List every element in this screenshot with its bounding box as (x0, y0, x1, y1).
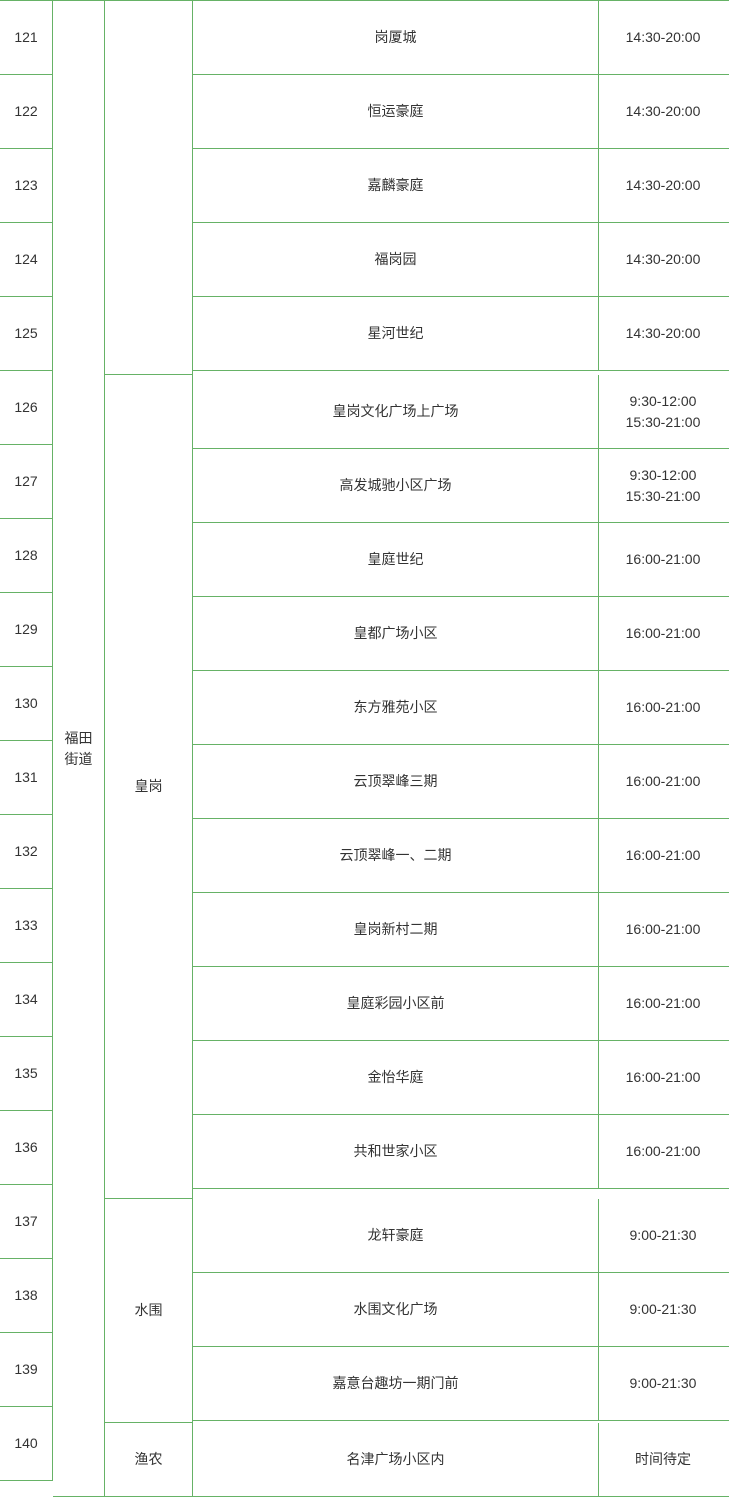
table-row: 云顶翠峰三期 16:00-21:00 (193, 745, 729, 819)
time-cell: 14:30-20:00 (599, 1, 727, 74)
row-num: 130 (0, 667, 53, 741)
row-num: 131 (0, 741, 53, 815)
table-row: 皇岗新村二期 16:00-21:00 (193, 893, 729, 967)
location-cell: 嘉意台趣坊一期门前 (193, 1347, 599, 1420)
time-line: 9:30-12:00 (630, 391, 697, 412)
row-num: 133 (0, 889, 53, 963)
table-row: 云顶翠峰一、二期 16:00-21:00 (193, 819, 729, 893)
row-num: 127 (0, 445, 53, 519)
row-num: 135 (0, 1037, 53, 1111)
area-cell (105, 1, 193, 375)
district-cell: 福田 街道 (53, 1, 105, 1497)
location-cell: 皇岗文化广场上广场 (193, 375, 599, 448)
location-cell: 云顶翠峰一、二期 (193, 819, 599, 892)
time-cell: 16:00-21:00 (599, 967, 727, 1040)
location-cell: 共和世家小区 (193, 1115, 599, 1188)
location-cell: 岗厦城 (193, 1, 599, 74)
table-row: 恒运豪庭 14:30-20:00 (193, 75, 729, 149)
time-cell: 16:00-21:00 (599, 745, 727, 818)
location-cell: 皇都广场小区 (193, 597, 599, 670)
row-num: 136 (0, 1111, 53, 1185)
location-cell: 皇庭彩园小区前 (193, 967, 599, 1040)
location-cell: 东方雅苑小区 (193, 671, 599, 744)
area-group: 岗厦城 14:30-20:00 恒运豪庭 14:30-20:00 嘉麟豪庭 14… (105, 1, 729, 375)
row-num: 129 (0, 593, 53, 667)
time-cell: 16:00-21:00 (599, 523, 727, 596)
row-num: 124 (0, 223, 53, 297)
time-cell: 9:00-21:30 (599, 1199, 727, 1272)
time-cell: 16:00-21:00 (599, 893, 727, 966)
time-line: 9:30-12:00 (630, 465, 697, 486)
location-cell: 皇庭世纪 (193, 523, 599, 596)
table-row: 福岗园 14:30-20:00 (193, 223, 729, 297)
location-cell: 云顶翠峰三期 (193, 745, 599, 818)
time-cell: 时间待定 (599, 1423, 727, 1496)
time-cell: 16:00-21:00 (599, 597, 727, 670)
time-cell: 14:30-20:00 (599, 223, 727, 296)
location-cell: 皇岗新村二期 (193, 893, 599, 966)
row-num: 138 (0, 1259, 53, 1333)
schedule-table: 121 122 123 124 125 126 127 128 129 130 … (0, 0, 729, 1497)
row-num: 123 (0, 149, 53, 223)
row-num: 126 (0, 371, 53, 445)
row-num: 132 (0, 815, 53, 889)
table-row: 高发城驰小区广场 9:30-12:0015:30-21:00 (193, 449, 729, 523)
time-cell: 14:30-20:00 (599, 75, 727, 148)
time-cell: 9:00-21:30 (599, 1273, 727, 1346)
row-num: 134 (0, 963, 53, 1037)
table-row: 龙轩豪庭 9:00-21:30 (193, 1199, 729, 1273)
table-row: 嘉意台趣坊一期门前 9:00-21:30 (193, 1347, 729, 1421)
location-cell: 水围文化广场 (193, 1273, 599, 1346)
num-column: 121 122 123 124 125 126 127 128 129 130 … (0, 1, 53, 1497)
row-num: 122 (0, 75, 53, 149)
location-cell: 星河世纪 (193, 297, 599, 370)
table-row: 皇庭彩园小区前 16:00-21:00 (193, 967, 729, 1041)
table-row: 皇都广场小区 16:00-21:00 (193, 597, 729, 671)
table-row: 岗厦城 14:30-20:00 (193, 1, 729, 75)
area-group: 渔农 名津广场小区内 时间待定 (105, 1423, 729, 1497)
location-cell: 名津广场小区内 (193, 1423, 599, 1496)
time-cell: 9:30-12:0015:30-21:00 (599, 375, 727, 448)
district-label: 街道 (65, 749, 93, 770)
row-num: 121 (0, 1, 53, 75)
table-row: 星河世纪 14:30-20:00 (193, 297, 729, 371)
time-line: 15:30-21:00 (626, 412, 701, 433)
row-num: 139 (0, 1333, 53, 1407)
table-row: 皇岗文化广场上广场 9:30-12:0015:30-21:00 (193, 375, 729, 449)
district-label: 福田 (65, 728, 93, 749)
area-cell: 水围 (105, 1199, 193, 1423)
time-cell: 14:30-20:00 (599, 297, 727, 370)
time-cell: 16:00-21:00 (599, 671, 727, 744)
table-row: 名津广场小区内 时间待定 (193, 1423, 729, 1497)
table-row: 皇庭世纪 16:00-21:00 (193, 523, 729, 597)
location-cell: 恒运豪庭 (193, 75, 599, 148)
content-column: 岗厦城 14:30-20:00 恒运豪庭 14:30-20:00 嘉麟豪庭 14… (105, 1, 729, 1497)
time-cell: 16:00-21:00 (599, 1115, 727, 1188)
location-cell: 高发城驰小区广场 (193, 449, 599, 522)
location-cell: 龙轩豪庭 (193, 1199, 599, 1272)
table-row: 嘉麟豪庭 14:30-20:00 (193, 149, 729, 223)
row-num: 125 (0, 297, 53, 371)
time-cell: 16:00-21:00 (599, 1041, 727, 1114)
area-group: 水围 龙轩豪庭 9:00-21:30 水围文化广场 9:00-21:30 嘉意台… (105, 1199, 729, 1423)
time-line: 15:30-21:00 (626, 486, 701, 507)
time-cell: 9:30-12:0015:30-21:00 (599, 449, 727, 522)
area-cell: 皇岗 (105, 375, 193, 1199)
location-cell: 福岗园 (193, 223, 599, 296)
table-row: 金怡华庭 16:00-21:00 (193, 1041, 729, 1115)
location-cell: 金怡华庭 (193, 1041, 599, 1114)
area-cell: 渔农 (105, 1423, 193, 1497)
area-group: 皇岗 皇岗文化广场上广场 9:30-12:0015:30-21:00 高发城驰小… (105, 375, 729, 1199)
table-row: 共和世家小区 16:00-21:00 (193, 1115, 729, 1189)
row-num: 137 (0, 1185, 53, 1259)
location-cell: 嘉麟豪庭 (193, 149, 599, 222)
time-cell: 14:30-20:00 (599, 149, 727, 222)
time-cell: 9:00-21:30 (599, 1347, 727, 1420)
row-num: 128 (0, 519, 53, 593)
time-cell: 16:00-21:00 (599, 819, 727, 892)
table-row: 东方雅苑小区 16:00-21:00 (193, 671, 729, 745)
row-num: 140 (0, 1407, 53, 1481)
table-row: 水围文化广场 9:00-21:30 (193, 1273, 729, 1347)
